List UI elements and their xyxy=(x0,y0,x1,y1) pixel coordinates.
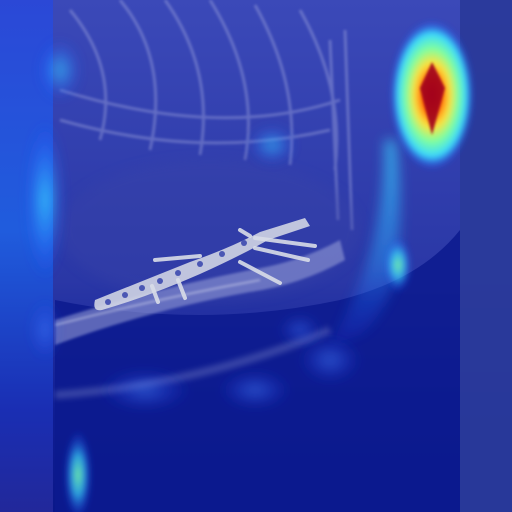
implant-plate xyxy=(94,218,317,311)
rib-cage xyxy=(59,0,354,231)
heatmap-overlay xyxy=(27,20,474,512)
heatmap-lower-left xyxy=(64,430,92,512)
